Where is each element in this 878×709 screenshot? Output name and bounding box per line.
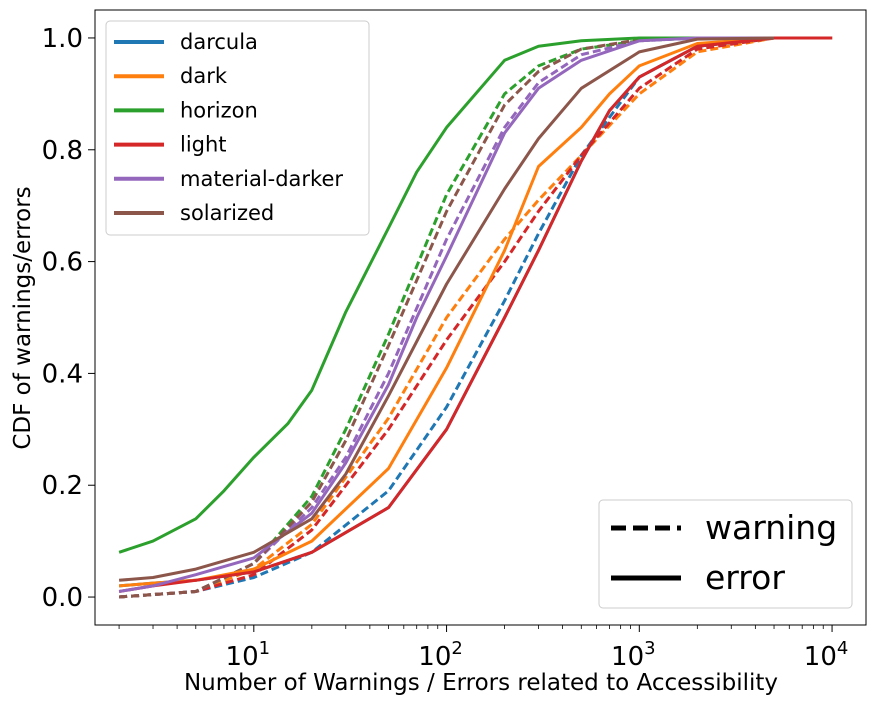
- series-line-horizon-error: [118, 36, 774, 554]
- legend-style-label-warning: warning: [705, 508, 837, 547]
- x-tick-label: 104: [804, 638, 849, 672]
- x-tick-label: 103: [611, 638, 656, 672]
- series-line-light-warning: [118, 36, 833, 599]
- x-tick-base: 10: [418, 642, 451, 672]
- x-tick-exponent: 3: [644, 638, 655, 659]
- plot-frame: [94, 9, 867, 626]
- series-line-solarized-error: [118, 36, 775, 582]
- x-tick-base: 10: [226, 642, 259, 672]
- legend-label-darcula: darcula: [180, 30, 258, 54]
- y-tick-label: 0.0: [42, 583, 83, 613]
- x-tick-base: 10: [804, 642, 837, 672]
- legend-themes-box: [105, 20, 370, 236]
- x-tick-exponent: 1: [259, 638, 270, 659]
- legend-label-dark: dark: [180, 64, 228, 88]
- x-axis-label: Number of Warnings / Errors related to A…: [184, 670, 778, 696]
- series-line-material-darker-error: [118, 36, 774, 593]
- series-layer: [118, 36, 833, 599]
- legend-label-light: light: [180, 133, 227, 157]
- series-line-light-error: [118, 36, 833, 593]
- legend-themes: darcula dark horizon light material-darker so…: [105, 20, 370, 236]
- legend-label-material-darker: material-darker: [180, 167, 343, 191]
- legend-style-label-error: error: [705, 558, 785, 597]
- y-axis-label: CDF of warnings/errors: [10, 186, 36, 449]
- y-tick-label: 0.8: [42, 136, 83, 166]
- x-tick-label: 101: [226, 638, 271, 672]
- series-line-material-darker-warning: [118, 36, 774, 599]
- legend-label-horizon: horizon: [180, 98, 258, 122]
- x-tick-base: 10: [611, 642, 644, 672]
- x-axis-ticks: 101 102 103 104: [118, 625, 849, 672]
- legend-line-styles: warning error: [598, 499, 853, 609]
- y-axis-ticks: 0.0 0.2 0.4 0.6 0.8 1.0: [42, 24, 95, 613]
- y-tick-label: 0.4: [42, 359, 83, 389]
- x-tick-exponent: 2: [451, 638, 462, 659]
- x-tick-label: 102: [418, 638, 463, 672]
- legend-label-solarized: solarized: [180, 201, 274, 225]
- y-tick-label: 0.6: [42, 248, 83, 278]
- y-tick-label: 1.0: [42, 24, 83, 54]
- y-tick-label: 0.2: [42, 471, 83, 501]
- x-tick-exponent: 4: [837, 638, 848, 659]
- series-line-darcula-warning: [118, 36, 833, 599]
